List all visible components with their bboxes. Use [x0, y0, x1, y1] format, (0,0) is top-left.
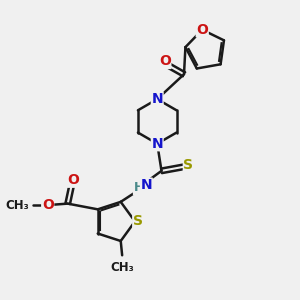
Text: O: O [159, 54, 171, 68]
Text: O: O [42, 198, 54, 212]
Text: CH₃: CH₃ [110, 261, 134, 274]
Text: O: O [196, 23, 208, 37]
Text: S: S [133, 214, 143, 228]
Text: H: H [134, 182, 144, 194]
Text: N: N [152, 137, 163, 151]
Text: O: O [68, 173, 80, 187]
Text: S: S [183, 158, 194, 172]
Text: CH₃: CH₃ [5, 199, 29, 212]
Text: N: N [141, 178, 152, 192]
Text: N: N [152, 92, 163, 106]
